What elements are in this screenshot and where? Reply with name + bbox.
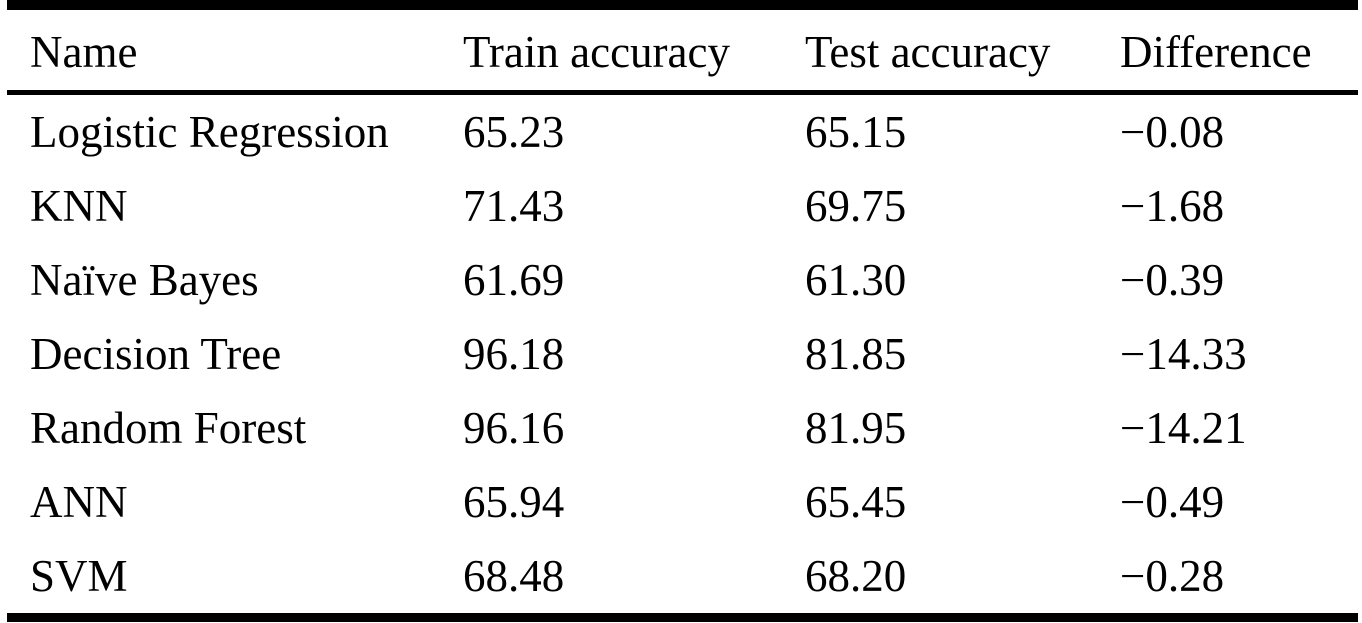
column-header-train-accuracy: Train accuracy	[463, 5, 805, 95]
cell-name: Logistic Regression	[30, 107, 389, 157]
table-body: Logistic Regression 65.23 65.15 −0.08 KN…	[7, 93, 1358, 618]
cell-name: SVM	[30, 551, 128, 601]
cell-name: Random Forest	[30, 403, 307, 453]
table-row: Decision Tree 96.18 81.85 −14.33	[7, 317, 1358, 391]
cell-difference: −0.08	[1120, 107, 1225, 157]
cell-test-accuracy: 81.85	[805, 329, 907, 379]
cell-train-accuracy: 96.16	[463, 403, 565, 453]
cell-name: ANN	[30, 477, 128, 527]
cell-train-accuracy: 68.48	[463, 551, 565, 601]
cell-difference: −0.39	[1120, 255, 1225, 305]
cell-train-accuracy: 65.94	[463, 477, 565, 527]
header-row: Name Train accuracy Test accuracy Differ…	[7, 5, 1358, 95]
cell-difference: −0.49	[1120, 477, 1225, 527]
cell-name: Naïve Bayes	[30, 255, 259, 305]
table-row: Naïve Bayes 61.69 61.30 −0.39	[7, 243, 1358, 317]
cell-test-accuracy: 68.20	[805, 551, 907, 601]
cell-name: KNN	[30, 181, 128, 231]
cell-test-accuracy: 69.75	[805, 181, 907, 231]
table-row: SVM 68.48 68.20 −0.28	[7, 539, 1358, 618]
cell-train-accuracy: 65.23	[463, 107, 565, 157]
column-header-test-accuracy: Test accuracy	[805, 5, 1120, 95]
table-row: Random Forest 96.16 81.95 −14.21	[7, 391, 1358, 465]
cell-test-accuracy: 65.15	[805, 107, 907, 157]
table-row: Logistic Regression 65.23 65.15 −0.08	[7, 93, 1358, 170]
table-row: KNN 71.43 69.75 −1.68	[7, 169, 1358, 243]
cell-train-accuracy: 71.43	[463, 181, 565, 231]
model-accuracy-table: Name Train accuracy Test accuracy Differ…	[7, 0, 1358, 622]
cell-difference: −1.68	[1120, 181, 1225, 231]
column-header-name: Name	[7, 5, 463, 95]
cell-test-accuracy: 61.30	[805, 255, 907, 305]
cell-test-accuracy: 81.95	[805, 403, 907, 453]
cell-difference: −14.33	[1120, 329, 1247, 379]
table-header: Name Train accuracy Test accuracy Differ…	[7, 5, 1358, 95]
cell-test-accuracy: 65.45	[805, 477, 907, 527]
cell-train-accuracy: 61.69	[463, 255, 565, 305]
cell-train-accuracy: 96.18	[463, 329, 565, 379]
column-header-difference: Difference	[1120, 5, 1358, 95]
cell-difference: −14.21	[1120, 403, 1247, 453]
cell-difference: −0.28	[1120, 551, 1225, 601]
table-row: ANN 65.94 65.45 −0.49	[7, 465, 1358, 539]
cell-name: Decision Tree	[30, 329, 282, 379]
